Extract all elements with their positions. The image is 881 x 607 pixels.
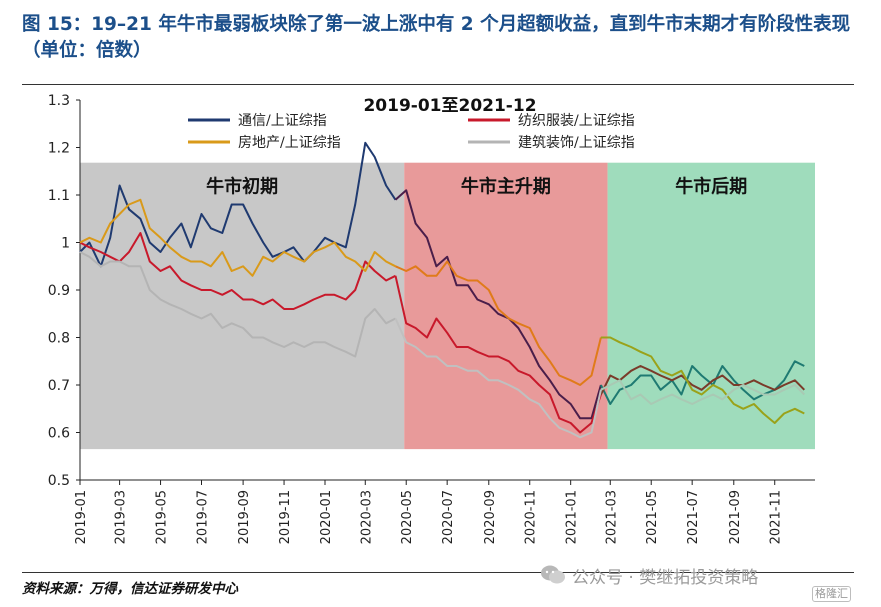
figure-title: 图 15：19–21 年牛市最弱板块除了第一波上涨中有 2 个月超额收益，直到牛… xyxy=(22,14,851,61)
title-divider xyxy=(22,84,854,85)
series-lines xyxy=(79,141,806,439)
chart-title: 2019-01至2021-12 xyxy=(363,96,536,116)
x-tick-label: 2021-03 xyxy=(604,490,619,544)
x-tick-label: 2021-07 xyxy=(686,490,701,544)
axes: 1.3 1.2 1.1 1 0.9 0.8 0.7 0.6 0.5 2019-01 2019-03 2… xyxy=(48,93,815,544)
x-tick-label: 2021-11 xyxy=(769,490,784,544)
relative-strength-chart: 1.3 1.2 1.1 1 0.9 0.8 0.7 0.6 0.5 2019-01 2019-03 2… xyxy=(48,93,815,544)
phase-bands xyxy=(80,162,815,450)
x-tick-label: 2020-11 xyxy=(524,490,539,544)
watermark-text: 公众号 · 樊继拓投资策略 xyxy=(572,567,759,588)
phase-band-2 xyxy=(404,162,608,450)
source-note: 资料来源：万得，信达证券研发中心 xyxy=(22,581,238,597)
y-tick-label: 1 xyxy=(61,236,70,252)
y-tick-label: 0.6 xyxy=(48,426,70,442)
x-tick-label: 2019-01 xyxy=(74,490,89,544)
y-tick-label: 0.7 xyxy=(48,378,70,394)
series-line-4 xyxy=(600,379,806,405)
series-line-1 xyxy=(600,360,805,405)
series-line-2 xyxy=(600,365,806,395)
y-tick-label: 0.9 xyxy=(48,283,70,299)
chart-labels: 牛市初期 牛市主升期 牛市后期 2019-01至2021-12 通信/上证综指 纺织服装/… xyxy=(188,96,747,198)
x-tick-label: 2020-07 xyxy=(441,490,456,544)
phase-band-1 xyxy=(80,162,405,450)
x-tick-label: 2020-03 xyxy=(359,490,374,544)
x-tick-label: 2020-05 xyxy=(400,490,415,544)
legend-label-1: 通信/上证综指 xyxy=(238,113,327,129)
x-tick-label: 2019-03 xyxy=(114,490,129,544)
series-line-4 xyxy=(79,251,396,358)
wechat-icon xyxy=(541,565,565,584)
phase-band-3 xyxy=(607,162,815,450)
x-tick-label: 2021-01 xyxy=(565,490,580,544)
y-tick-label: 1.2 xyxy=(48,141,70,157)
x-tick-label: 2021-09 xyxy=(728,490,743,544)
x-tick-label: 2020-09 xyxy=(483,490,498,544)
y-tick-label: 0.5 xyxy=(48,473,70,489)
legend-label-3: 房地产/上证综指 xyxy=(238,135,341,151)
series-line-1 xyxy=(79,141,397,268)
series-line-1 xyxy=(394,189,602,420)
series-line-2 xyxy=(79,232,396,310)
legend-label-4: 建筑装饰/上证综指 xyxy=(518,135,635,151)
y-tick-label: 1.3 xyxy=(48,93,70,109)
phase-label-1: 牛市初期 xyxy=(206,176,278,198)
legend-label-2: 纺织服装/上证综指 xyxy=(518,113,635,129)
phase-label-2: 牛市主升期 xyxy=(461,176,551,198)
series-line-4 xyxy=(394,318,602,439)
x-tick-label: 2019-07 xyxy=(195,490,210,544)
x-tick-label: 2021-05 xyxy=(645,490,660,544)
x-tick-label: 2019-09 xyxy=(237,490,252,544)
x-tick-label: 2020-01 xyxy=(319,490,334,544)
series-line-3 xyxy=(395,260,602,386)
y-tick-label: 1.1 xyxy=(48,188,70,204)
series-line-2 xyxy=(394,275,602,434)
watermark-badge: 格隆汇 xyxy=(812,586,851,602)
series-line-3 xyxy=(79,198,396,277)
watermark: 公众号 · 樊继拓投资策略 xyxy=(540,560,758,590)
footer-divider xyxy=(22,572,854,573)
x-tick-label: 2019-11 xyxy=(278,490,293,544)
phase-label-3: 牛市后期 xyxy=(675,176,747,198)
y-tick-label: 0.8 xyxy=(48,331,70,347)
series-line-3 xyxy=(600,336,805,424)
x-tick-label: 2019-05 xyxy=(155,490,170,544)
